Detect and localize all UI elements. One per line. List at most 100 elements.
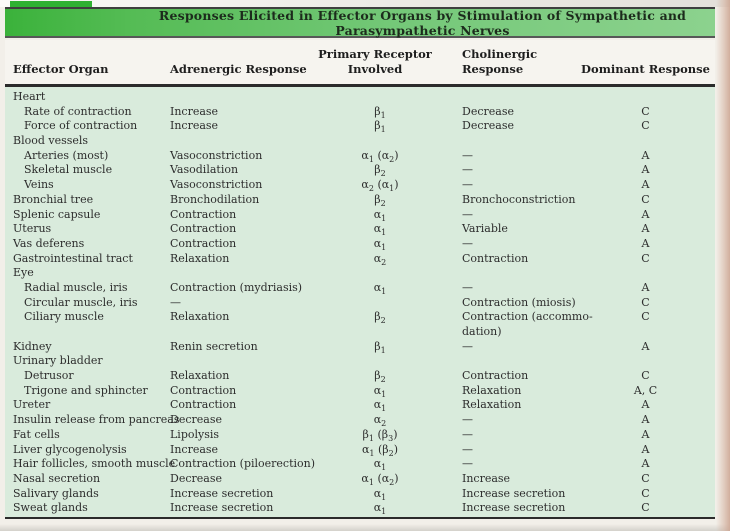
adrenergic-response-cell: Contraction — [170, 236, 237, 250]
receptor-cell: α1 (α2) — [361, 471, 399, 488]
effector-organ-cell: Ureter — [13, 398, 51, 412]
effector-organ-cell: Veins — [24, 178, 54, 192]
dominant-response-cell: A — [641, 280, 650, 294]
page-bottom-edge — [0, 524, 730, 531]
effector-organ-cell: Kidney — [13, 339, 52, 353]
table-row: Heart — [5, 90, 715, 105]
effector-organ-cell: Detrusor — [24, 369, 74, 383]
effector-organ-cell: Urinary bladder — [13, 354, 103, 368]
adrenergic-response-cell: Renin secretion — [170, 339, 258, 353]
dominant-response-cell: A — [641, 207, 650, 221]
table-row: Splenic capsule Contraction α1 — A — [5, 208, 715, 223]
effector-organ-cell: Nasal secretion — [13, 471, 101, 485]
page-top-edge — [0, 0, 730, 7]
cholinergic-response-cell: — — [462, 339, 473, 353]
dominant-response-cell: A — [641, 148, 650, 162]
table-row: Sweat glands Increase secretion α1 Increase… — [5, 501, 715, 516]
dominant-response-cell: A — [641, 413, 650, 427]
cholinergic-response-cell: — — [462, 457, 473, 471]
adrenergic-response-cell: Increase secretion — [170, 486, 274, 500]
table-row: Ciliary muscle Relaxation β2 Contraction (a… — [5, 310, 715, 339]
dominant-response-cell: C — [641, 310, 650, 324]
adrenergic-response-cell: Increase — [170, 442, 219, 456]
cholinergic-response-cell: — — [462, 442, 473, 456]
receptor-cell: α1 — [373, 486, 387, 502]
effector-organ-cell: Force of contraction — [24, 119, 138, 133]
receptor-cell: α1 (β2) — [361, 442, 399, 458]
table-header-row: Effector Organ Adrenergic Response Prima… — [5, 40, 715, 84]
effector-organ-cell: Skeletal muscle — [24, 163, 113, 177]
header-divider-rule — [5, 84, 715, 87]
receptor-cell: α2 — [373, 413, 387, 429]
receptor-cell: α1 (α2) — [361, 148, 399, 164]
receptor-cell: α1 — [373, 398, 387, 414]
table-body: Heart Rate of contraction Increase β1 Decrea… — [5, 87, 715, 517]
table-row: Salivary glands Increase secretion α1 Incre… — [5, 487, 715, 502]
receptor-cell: β2 — [374, 369, 386, 385]
effector-organ-cell: Arteries (most) — [24, 148, 109, 162]
table-row: Hair follicles, smooth muscle Contraction… — [5, 457, 715, 472]
receptor-cell: α2 — [373, 251, 387, 267]
cholinergic-response-cell: Contraction (miosis) — [462, 295, 576, 309]
cholinergic-response-cell: — — [462, 280, 473, 294]
cholinergic-response-cell: Increase — [462, 471, 511, 485]
effector-organ-cell: Blood vessels — [13, 134, 89, 148]
dominant-response-cell: A — [641, 427, 650, 441]
receptor-cell: β1 — [374, 104, 386, 120]
adrenergic-response-cell: Increase secretion — [170, 501, 274, 515]
effector-organ-cell: Salivary glands — [13, 486, 99, 500]
effector-organ-cell: Insulin release from pancreas — [13, 413, 180, 427]
adrenergic-response-cell: Increase — [170, 119, 219, 133]
adrenergic-response-cell: Contraction — [170, 222, 237, 236]
effector-organ-cell: Radial muscle, iris — [24, 280, 128, 294]
cholinergic-response-cell: Relaxation — [462, 398, 522, 412]
cholinergic-response-cell: — — [462, 236, 473, 250]
cholinergic-response-cell: — — [462, 427, 473, 441]
receptor-cell: α1 — [373, 236, 387, 253]
dominant-response-cell: C — [641, 295, 650, 309]
effector-organ-cell: Eye — [13, 266, 34, 280]
dominant-response-cell: A — [641, 398, 650, 412]
adrenergic-response-cell: Contraction (piloerection) — [170, 457, 316, 471]
table-row: Blood vessels — [5, 134, 715, 149]
receptor-cell: β1 — [374, 119, 386, 135]
dominant-response-cell: A — [641, 442, 650, 456]
effector-organ-cell: Trigone and sphincter — [24, 383, 148, 397]
dominant-response-cell: A — [641, 163, 650, 177]
adrenergic-response-cell: Vasoconstriction — [170, 148, 263, 162]
dominant-response-cell: A — [641, 339, 650, 353]
table-row: Skeletal muscle Vasodilation β2 — A — [5, 163, 715, 178]
effector-organ-cell: Bronchial tree — [13, 192, 94, 206]
table-row: Urinary bladder — [5, 354, 715, 369]
table-row: Radial muscle, iris Contraction (mydriasi… — [5, 281, 715, 296]
receptor-cell: β2 — [374, 192, 386, 208]
dominant-response-cell: C — [641, 486, 650, 500]
dominant-response-cell: A — [641, 236, 650, 250]
receptor-cell: α1 — [373, 383, 387, 399]
dominant-response-cell: C — [641, 369, 650, 383]
adrenergic-response-cell: Decrease — [170, 471, 222, 485]
cholinergic-response-cell: — — [462, 178, 473, 192]
dominant-response-cell: A — [641, 457, 650, 471]
table-row: Bronchial tree Bronchodilation β2 Bronchoco… — [5, 193, 715, 208]
dominant-response-cell: C — [641, 501, 650, 515]
effector-organ-cell: Hair follicles, smooth muscle — [13, 457, 176, 471]
cholinergic-response-cell: — — [462, 163, 473, 177]
table-row: Liver glycogenolysis Increase α1 (β2) — A — [5, 443, 715, 458]
effector-organ-cell: Rate of contraction — [24, 104, 132, 118]
dominant-response-cell: C — [641, 251, 650, 265]
cholinergic-response-cell: — — [462, 148, 473, 162]
cholinergic-response-cell: Contraction — [462, 251, 529, 265]
cholinergic-response-cell: Contraction (accommo- dation) — [462, 310, 593, 339]
adrenergic-response-cell: Vasodilation — [170, 163, 239, 177]
table-row: Ureter Contraction α1 Relaxation A — [5, 398, 715, 413]
adrenergic-response-cell: Contraction — [170, 398, 237, 412]
receptor-cell: β2 — [374, 163, 386, 179]
receptor-cell: α1 — [373, 457, 387, 473]
table-row: Gastrointestinal tract Relaxation α2 Contra… — [5, 252, 715, 267]
table-title: Responses Elicited in Effector Organs by… — [158, 7, 687, 38]
column-header-adrenergic-response: Adrenergic Response — [170, 62, 307, 76]
page-right-edge — [716, 0, 730, 531]
adrenergic-response-cell: Contraction (mydriasis) — [170, 280, 303, 294]
table-row: Detrusor Relaxation β2 Contraction C — [5, 369, 715, 384]
